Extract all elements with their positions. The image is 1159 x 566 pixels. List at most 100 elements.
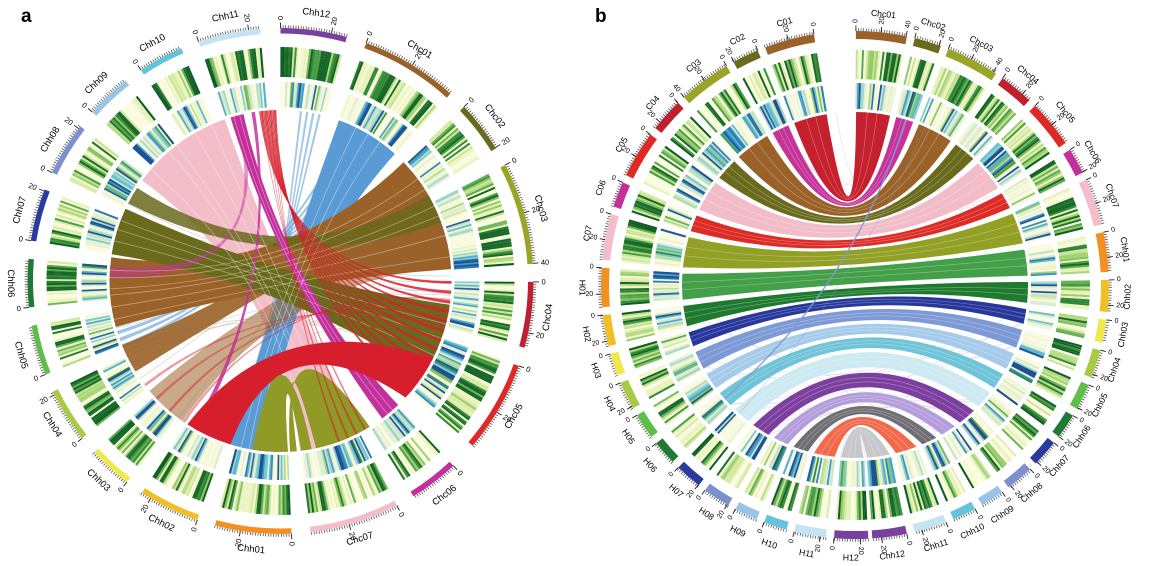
svg-text:0: 0 [190,29,200,36]
svg-text:0: 0 [1114,318,1119,325]
svg-text:40: 40 [995,57,1005,67]
svg-text:0: 0 [1004,67,1012,74]
svg-text:20: 20 [1116,302,1124,310]
svg-text:20: 20 [716,510,726,520]
svg-text:20: 20 [27,181,38,192]
svg-text:0: 0 [591,313,596,320]
svg-text:0: 0 [1058,445,1065,453]
svg-text:0: 0 [946,528,954,534]
svg-text:Chh01: Chh01 [237,542,266,556]
svg-text:20: 20 [1099,374,1109,383]
svg-text:20: 20 [1063,439,1074,449]
svg-text:0: 0 [608,383,614,391]
svg-text:0: 0 [788,538,796,544]
svg-text:20: 20 [329,16,339,26]
svg-text:20: 20 [1056,112,1067,122]
svg-text:0: 0 [276,16,285,20]
svg-text:40: 40 [904,20,912,29]
svg-text:C01: C01 [775,15,793,29]
svg-text:0: 0 [1038,95,1046,103]
svg-text:H01: H01 [577,280,587,296]
svg-text:H12: H12 [843,552,859,561]
svg-text:20: 20 [781,24,790,33]
svg-text:0: 0 [1033,472,1041,480]
svg-text:0: 0 [1107,349,1113,357]
svg-text:Chh12: Chh12 [879,548,906,561]
svg-text:20: 20 [531,204,541,215]
svg-text:20: 20 [1041,465,1052,476]
svg-text:20: 20 [589,233,598,241]
svg-text:0: 0 [130,57,140,65]
svg-text:0: 0 [976,514,984,521]
svg-text:Chc04: Chc04 [541,303,556,332]
svg-text:0: 0 [610,174,616,182]
svg-text:20: 20 [500,135,512,147]
svg-text:0: 0 [809,22,817,27]
svg-text:0: 0 [39,163,47,173]
svg-text:0: 0 [589,263,593,270]
svg-text:0: 0 [645,445,652,453]
svg-text:C07: C07 [581,224,594,242]
svg-text:20: 20 [501,413,513,425]
svg-text:20: 20 [1102,195,1112,204]
svg-text:0: 0 [1004,497,1012,504]
svg-text:20: 20 [233,538,243,548]
svg-text:20: 20 [585,291,593,298]
svg-text:20: 20 [347,531,358,541]
svg-text:0: 0 [852,19,859,23]
svg-text:0: 0 [668,471,676,479]
svg-text:20: 20 [1115,252,1124,260]
svg-text:20: 20 [621,145,631,155]
svg-text:20: 20 [535,330,545,341]
svg-text:20: 20 [413,49,425,61]
svg-text:0: 0 [1117,276,1121,283]
svg-text:0: 0 [1075,140,1082,148]
svg-text:20: 20 [1013,490,1023,501]
svg-text:Chh11: Chh11 [211,9,240,25]
svg-text:20: 20 [878,16,886,25]
svg-text:0: 0 [905,541,913,546]
svg-text:0: 0 [1095,385,1101,393]
svg-text:H02: H02 [581,325,594,343]
svg-text:40: 40 [541,258,550,268]
svg-text:20: 20 [879,545,887,554]
svg-text:0: 0 [456,469,465,478]
svg-text:H11: H11 [798,547,815,560]
svg-text:20: 20 [1025,80,1035,91]
svg-text:0: 0 [32,373,39,383]
svg-text:0: 0 [667,92,675,100]
svg-text:0: 0 [625,416,632,424]
svg-text:Chh12: Chh12 [302,6,331,21]
svg-text:20: 20 [857,547,864,555]
svg-text:0: 0 [695,494,703,501]
svg-text:0: 0 [913,26,921,32]
svg-text:0: 0 [365,30,375,37]
svg-text:H10: H10 [760,536,778,551]
svg-text:0: 0 [189,526,199,533]
svg-text:b: b [595,6,607,27]
svg-text:20: 20 [1088,162,1098,172]
svg-text:20: 20 [242,13,252,22]
svg-text:20: 20 [723,46,733,56]
svg-text:0: 0 [599,207,605,215]
svg-text:20: 20 [139,503,151,515]
svg-text:0: 0 [116,486,126,495]
svg-text:0: 0 [948,36,956,42]
svg-text:20: 20 [938,29,947,39]
svg-text:0: 0 [510,155,518,165]
svg-text:0: 0 [598,353,604,361]
svg-text:0: 0 [70,440,79,450]
svg-text:0: 0 [525,364,532,374]
svg-text:Chh01: Chh01 [1119,236,1132,263]
svg-text:Chh06: Chh06 [5,269,16,297]
svg-text:20: 20 [1083,408,1093,418]
svg-text:40: 40 [671,83,681,94]
svg-text:Chh02: Chh02 [1122,284,1133,310]
svg-text:0: 0 [16,304,21,313]
svg-text:20: 20 [921,537,930,546]
svg-text:0: 0 [287,542,296,547]
svg-text:Chc01: Chc01 [870,8,896,21]
svg-text:0: 0 [639,125,646,133]
svg-text:20: 20 [591,339,600,348]
svg-text:0: 0 [80,101,89,110]
